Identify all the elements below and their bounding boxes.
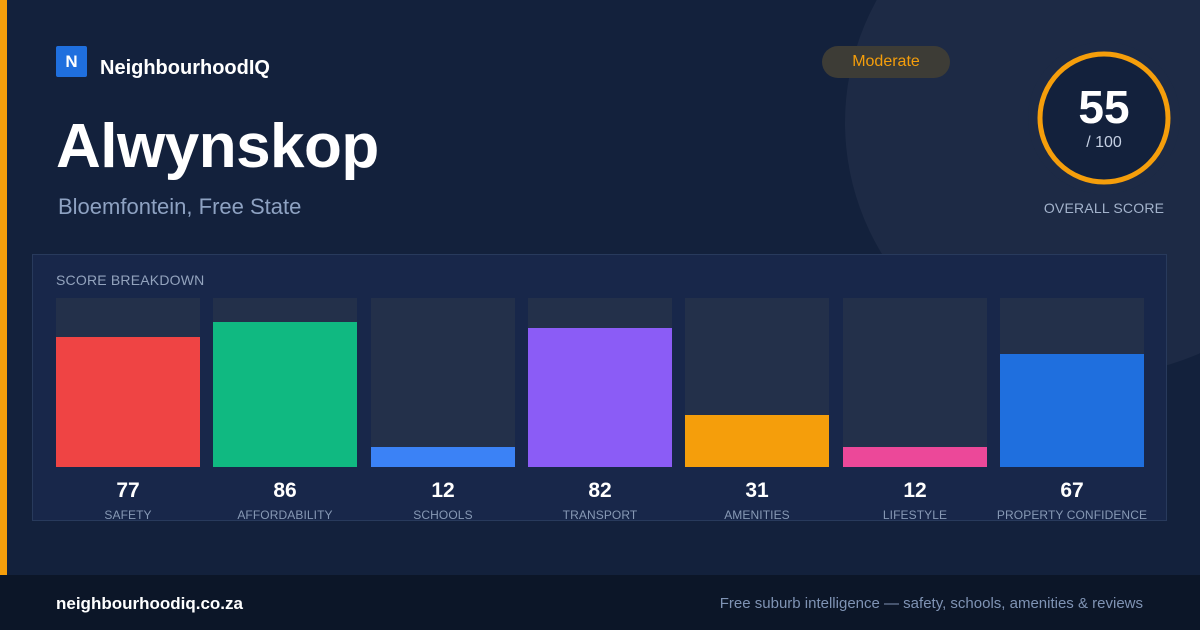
suburb-location: Bloemfontein, Free State [58, 194, 302, 219]
bar-track [371, 298, 515, 467]
score-bar-property-confidence: 67 PROPERTY CONFIDENCE [997, 298, 1147, 522]
bar-value: 82 [588, 479, 612, 502]
bar-fill [528, 328, 672, 467]
bar-label: LIFESTYLE [882, 508, 948, 522]
score-ring-graphic [1028, 42, 1180, 194]
bar-label: PROPERTY CONFIDENCE [996, 508, 1148, 522]
brand-name: NeighbourhoodIQ [100, 57, 270, 79]
footer-domain: neighbourhoodiq.co.za [56, 594, 243, 613]
share-card: N NeighbourhoodIQ Alwynskop Bloemfontein… [0, 0, 1180, 575]
bar-fill [371, 447, 515, 467]
score-ring-arc [1037, 51, 1171, 185]
bar-track [843, 298, 987, 467]
bar-label: SAFETY [104, 508, 152, 522]
overall-score-max: / 100 [1086, 134, 1122, 151]
bar-value: 77 [116, 479, 140, 502]
overall-score-caption: OVERALL SCORE [1043, 200, 1165, 216]
bar-fill [1000, 354, 1144, 467]
bar-track [528, 298, 672, 467]
bar-fill [685, 415, 829, 467]
bar-track [213, 298, 357, 467]
footer: neighbourhoodiq.co.za Free suburb intell… [0, 575, 1200, 630]
bar-fill [213, 322, 357, 467]
score-bar-lifestyle: 12 LIFESTYLE [843, 298, 987, 522]
bar-label: SCHOOLS [413, 508, 473, 522]
bar-track [56, 298, 200, 467]
score-bar-safety: 77 SAFETY [56, 298, 200, 522]
score-bar-amenities: 31 AMENITIES [685, 298, 829, 522]
suburb-title: Alwynskop [56, 112, 379, 181]
overall-score-value: 55 [1078, 81, 1130, 133]
bar-label: AMENITIES [724, 508, 790, 522]
bar-value: 12 [903, 479, 927, 502]
score-breakdown-title: SCORE BREAKDOWN [56, 272, 205, 288]
bar-fill [56, 337, 200, 467]
bar-value: 12 [431, 479, 455, 502]
bar-value: 67 [1060, 479, 1084, 502]
brand-logo-icon: N [56, 46, 87, 77]
bar-track [685, 298, 829, 467]
bar-label: TRANSPORT [562, 508, 638, 522]
rating-badge: Moderate [822, 46, 950, 78]
score-bar-schools: 12 SCHOOLS [371, 298, 515, 522]
bar-label: AFFORDABILITY [237, 508, 333, 522]
score-bar-affordability: 86 AFFORDABILITY [213, 298, 357, 522]
accent-stripe [0, 0, 7, 575]
bar-value: 86 [273, 479, 297, 502]
bar-value: 31 [745, 479, 769, 502]
bar-fill [843, 447, 987, 467]
score-bar-transport: 82 TRANSPORT [528, 298, 672, 522]
overall-score-ring: 55 / 100 [1028, 42, 1180, 194]
bar-track [1000, 298, 1144, 467]
footer-tagline: Free suburb intelligence — safety, schoo… [719, 595, 1143, 612]
